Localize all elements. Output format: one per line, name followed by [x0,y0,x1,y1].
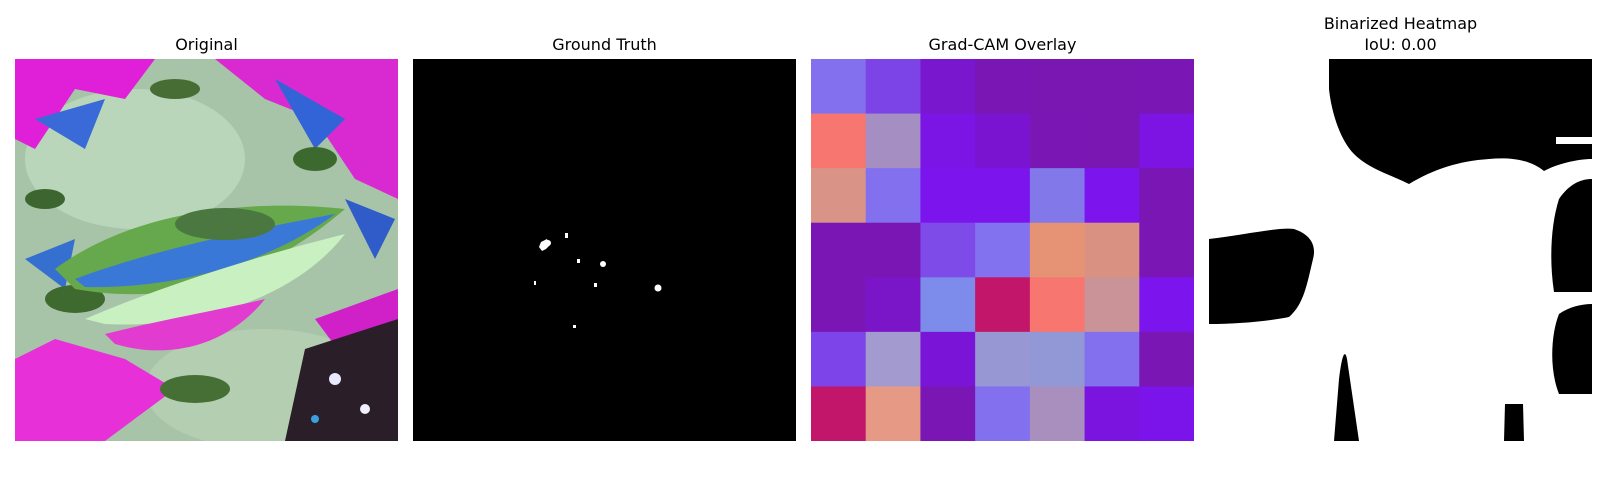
gradcam-cell [1084,168,1140,224]
gradcam-cell [811,331,867,387]
gradcam-cell [1029,222,1086,278]
gradcam-cell [975,331,1031,387]
gradcam-cell [920,59,976,115]
gradcam-cell [1139,386,1194,441]
gradcam-cell [811,277,867,333]
gradcam-cell [811,59,867,115]
original-title: Original [175,35,238,54]
gradcam-cell [1084,113,1140,169]
gradcam-cell [1029,277,1086,333]
gradcam-cell [1084,386,1140,441]
gradcam-cell [1139,331,1194,387]
gradcam-cell [920,222,976,278]
gradcam-cell [865,168,921,224]
gradcam-cell [920,168,976,224]
gradcam-cell [1139,59,1194,115]
gradcam-cell [1084,331,1140,387]
gradcam-cell [1029,331,1086,387]
gradcam-cell [1139,222,1194,278]
gradcam-cell [865,113,921,169]
gradcam-cell [1139,113,1194,169]
gradcam-cell [1084,59,1140,115]
gradcam-cell [865,59,921,115]
gradcam-cell [975,222,1031,278]
gradcam-overlay-title: Grad-CAM Overlay [928,35,1077,54]
gradcam-cell [811,386,867,441]
gradcam-cell [865,331,921,387]
gradcam-cell [920,277,976,333]
binarized-heatmap [1209,59,1592,441]
gradcam-cell [1139,277,1194,333]
binarized-heatmap-title: Binarized Heatmap [1323,14,1478,33]
gradcam-cell [1029,386,1086,441]
gradcam-cell [920,331,976,387]
iou-score-label: IoU: 0.00 [1364,35,1437,54]
gradcam-cell [1084,222,1140,278]
gradcam-cell [920,113,976,169]
gradcam-cell [1029,59,1086,115]
gradcam-cell [865,386,921,441]
gradcam-cell [1084,277,1140,333]
gradcam-cell [1029,113,1086,169]
original-image [15,59,398,441]
gradcam-cell [811,168,867,224]
gradcam-cell [975,113,1031,169]
gradcam-cell [975,59,1031,115]
gradcam-cell [811,113,867,169]
gradcam-overlay [811,59,1194,441]
gradcam-cell [1139,168,1194,224]
ground-truth-mask [413,59,796,441]
gradcam-cell [865,277,921,333]
gradcam-cell [865,222,921,278]
ground-truth-title: Ground Truth [552,35,657,54]
gradcam-cell [811,222,867,278]
gradcam-cell [1029,168,1086,224]
gradcam-cell [975,277,1031,333]
gradcam-cell [975,168,1031,224]
gradcam-cell [975,386,1031,441]
gradcam-cell [920,386,976,441]
